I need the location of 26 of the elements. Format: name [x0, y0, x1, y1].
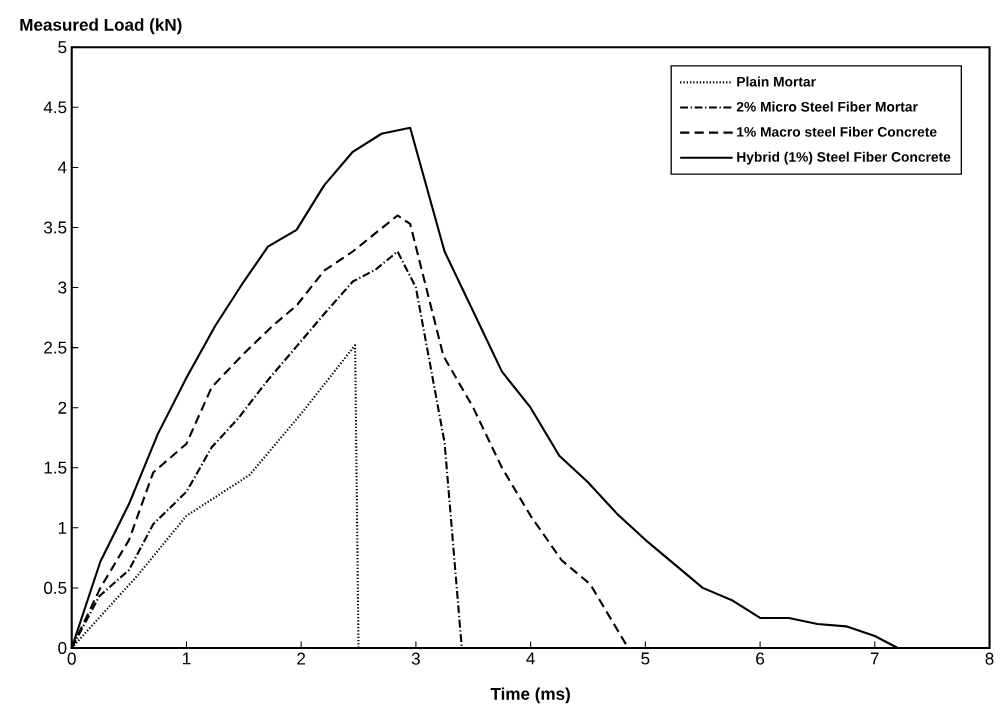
- y-tick-label: 4: [57, 161, 67, 174]
- x-axis-title: Time (ms): [490, 687, 570, 704]
- x-tick-label: 5: [641, 652, 650, 665]
- y-tick-label: 4.5: [43, 101, 67, 114]
- legend-label: Plain Mortar: [737, 76, 816, 87]
- legend-label: Hybrid (1%) Steel Fiber Concrete: [737, 151, 951, 165]
- y-tick-label: 5: [58, 41, 67, 54]
- legend-label: 1% Macro steel Fiber Concrete: [737, 126, 937, 137]
- x-tick-label: 8: [985, 652, 994, 665]
- legend-label: 2% Micro Steel Fiber Mortar: [736, 101, 918, 112]
- y-tick-label: 2: [58, 401, 67, 414]
- y-tick-label: 1.5: [44, 462, 67, 474]
- x-tick-label: 4: [526, 652, 535, 665]
- x-tick-label: 2: [297, 652, 306, 665]
- x-tick-label: 0: [67, 652, 76, 665]
- x-tick-label: 3: [411, 652, 420, 665]
- y-tick-label: 3: [58, 281, 67, 294]
- x-tick-label: 6: [756, 652, 765, 665]
- y-tick-label: 1: [58, 522, 67, 534]
- y-tick-label: 0.5: [44, 582, 67, 595]
- x-tick-label: 1: [183, 652, 191, 665]
- y-tick-label: 0: [58, 642, 67, 655]
- x-tick-label: 7: [870, 652, 879, 665]
- y-tick-label: 3.5: [44, 221, 67, 234]
- y-tick-label: 2.5: [44, 341, 67, 354]
- y-axis-title: Measured Load (kN): [20, 18, 182, 35]
